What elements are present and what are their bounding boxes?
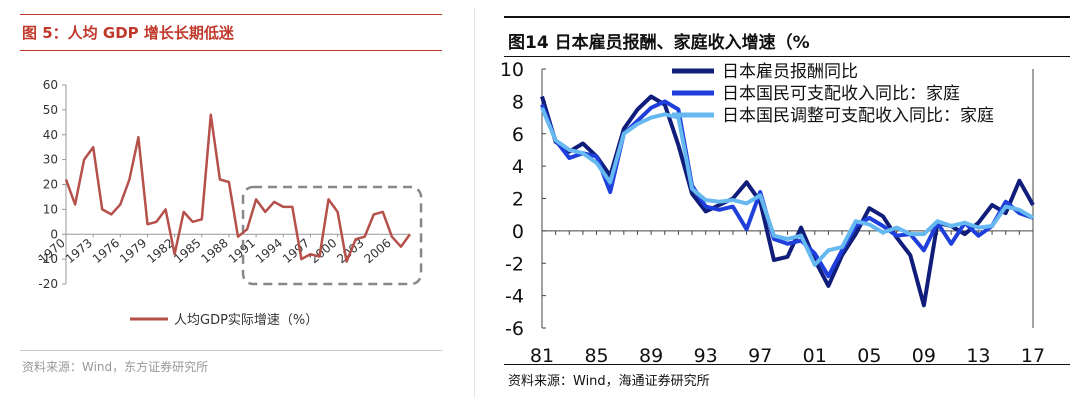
legend-label: 日本国民调整可支配收入同比：家庭	[722, 106, 994, 126]
x-tick-label: 1976	[90, 236, 122, 266]
x-tick-label: 1973	[63, 236, 95, 266]
left-chart-panel: 图 5：人均 GDP 增长长期低迷 -20 -10 0 10 20 30 40 50 60 197…	[0, 0, 462, 404]
series-line	[540, 107, 1035, 267]
left-line-chart: -20-100102030405060197019731976197919821…	[36, 78, 423, 328]
series-line	[540, 94, 1035, 308]
panel-divider	[474, 8, 475, 398]
y-tick-label: 60	[43, 78, 58, 92]
left-chart-title: 图 5：人均 GDP 增长长期低迷	[22, 24, 234, 42]
y-tick-label: 8	[512, 91, 524, 113]
y-tick-label: 10	[43, 202, 58, 216]
highlight-dashed-box	[241, 185, 423, 286]
x-tick-label: 89	[639, 345, 663, 366]
x-tick-label: 05	[857, 345, 881, 366]
legend-label: 日本雇员报酬同比	[722, 62, 858, 82]
x-tick-label: 2006	[361, 236, 393, 266]
y-tick-label: -4	[505, 286, 524, 308]
x-tick-label: 01	[803, 345, 827, 366]
y-tick-label: 40	[43, 128, 58, 142]
legend-label: 人均GDP实际增速（%）	[174, 313, 318, 328]
title-rule	[20, 50, 442, 51]
top-rule	[20, 14, 442, 15]
x-tick-label: 85	[584, 345, 608, 366]
right-chart-panel: 图14 日本雇员报酬、家庭收入增速（% -6 -4 -2 0 2 4 6 8 10 81 85 89 9…	[488, 0, 1080, 404]
x-tick-label: 1997	[280, 236, 312, 266]
y-tick-label: -6	[505, 318, 524, 340]
y-tick-label: -2	[505, 253, 524, 275]
right-line-chart: -6 -4 -2 0 2 4 6 8 10 81 85 89 93 97 01 05 09 13 17 日本雇员报酬同…	[500, 59, 1045, 366]
right-source-note: 资料来源：Wind，海通证券研究所	[508, 374, 710, 389]
left-source-note: 资料来源：Wind，东方证券研究所	[22, 360, 209, 374]
x-tick-label: 81	[530, 345, 554, 366]
x-tick-label: 13	[966, 345, 990, 366]
y-tick-label: 20	[43, 178, 58, 192]
series-line	[540, 99, 1034, 279]
y-tick-label: -20	[38, 277, 58, 291]
x-tick-label: 1988	[198, 236, 230, 266]
x-tick-label: 97	[748, 345, 772, 366]
y-tick-label: 4	[512, 156, 524, 178]
source-rule	[20, 350, 442, 351]
x-tick-label: 93	[694, 345, 718, 366]
y-tick-label: -10	[38, 252, 58, 266]
right-source-rule	[504, 364, 1070, 365]
x-tick-label: 1994	[253, 236, 285, 266]
legend-label: 日本国民可支配收入同比：家庭	[722, 84, 960, 104]
x-tick-label: 09	[912, 345, 936, 366]
y-tick-label: 30	[43, 153, 58, 167]
y-tick-label: 0	[50, 227, 58, 241]
right-top-rule	[504, 16, 1070, 18]
y-tick-label: 2	[512, 189, 524, 211]
right-chart-title: 图14 日本雇员报酬、家庭收入增速（%	[508, 33, 810, 53]
y-tick-label: 10	[500, 59, 524, 81]
x-tick-label: 17	[1021, 345, 1045, 366]
right-title-rule	[504, 56, 1070, 57]
y-tick-label: 6	[512, 124, 524, 146]
series-line	[64, 113, 412, 263]
x-tick-label: 1979	[117, 236, 149, 266]
y-tick-label: 50	[43, 103, 58, 117]
y-tick-label: 0	[512, 221, 524, 243]
